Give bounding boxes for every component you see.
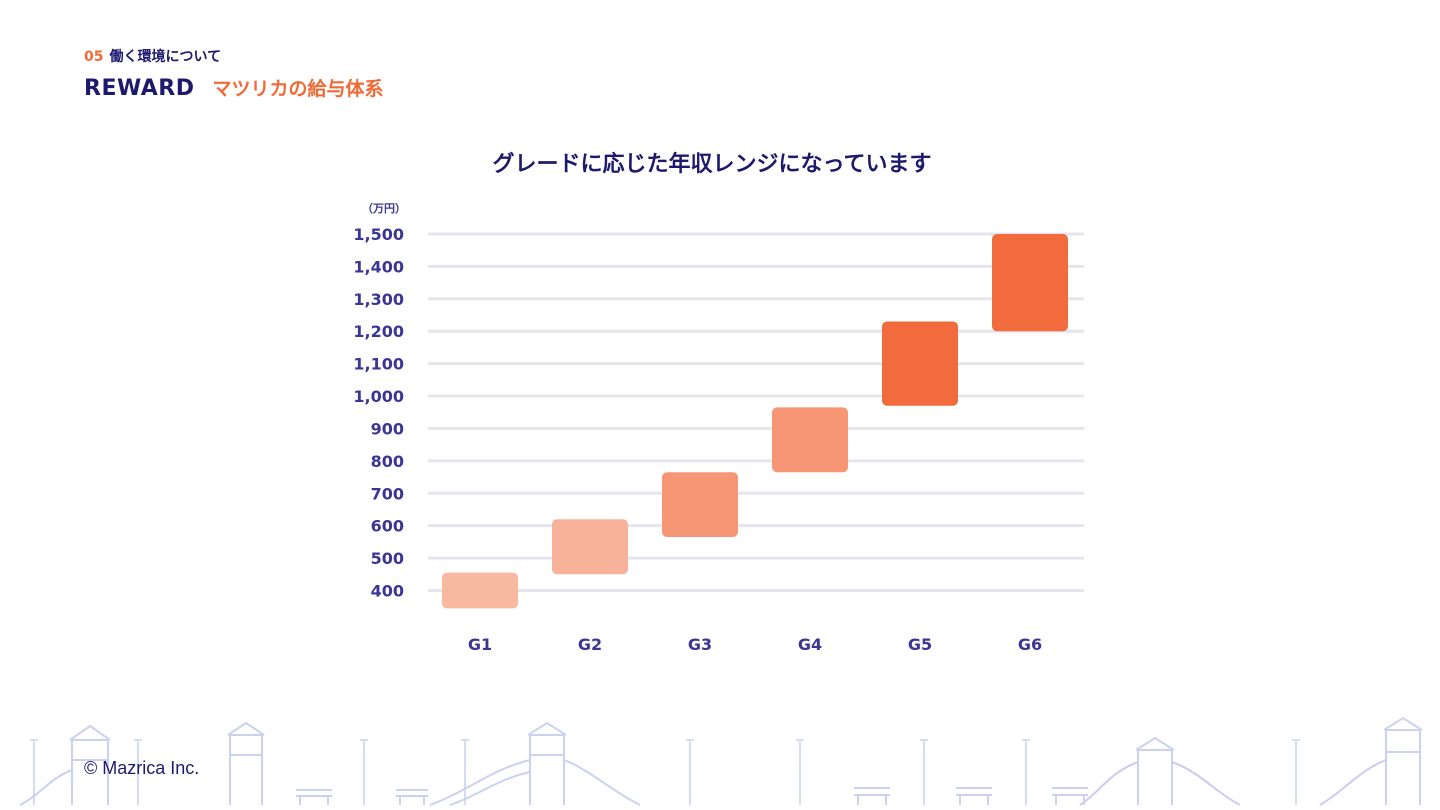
y-axis-unit-label: （万円） <box>362 202 406 215</box>
y-tick-label-400: 400 <box>371 582 404 601</box>
y-tick-label-700: 700 <box>371 484 404 503</box>
page-title-en: REWARD <box>84 76 195 101</box>
x-tick-label-g1: G1 <box>468 635 492 654</box>
x-tick-label-g5: G5 <box>908 635 932 654</box>
salary-range-chart: （万円） 400 500 600 700 800 900 1,000 1,100 1,200 1,3… <box>353 202 1084 654</box>
y-tick-label-900: 900 <box>371 419 404 438</box>
y-tick-label-1300: 1,300 <box>353 290 404 309</box>
y-tick-label-800: 800 <box>371 452 404 471</box>
range-bar-g5 <box>882 321 958 406</box>
range-bar-g3 <box>662 472 738 538</box>
y-tick-label-1000: 1,000 <box>353 387 404 406</box>
copyright-text: © Mazrica Inc. <box>84 758 200 778</box>
range-bar-g6 <box>992 234 1068 332</box>
y-tick-label-1200: 1,200 <box>353 322 404 341</box>
section-title: 働く環境について <box>109 49 222 65</box>
playground-illustration <box>0 700 1440 806</box>
chart-heading: グレードに応じた年収レンジになっています <box>492 152 932 177</box>
page-title: REWARD マツリカの給与体系 <box>84 74 384 101</box>
y-tick-label-1100: 1,100 <box>353 355 404 374</box>
x-tick-label-g3: G3 <box>688 635 712 654</box>
page-title-ja: マツリカの給与体系 <box>212 78 384 100</box>
x-tick-label-g6: G6 <box>1018 635 1042 654</box>
x-tick-label-g2: G2 <box>578 635 602 654</box>
y-tick-label-1500: 1,500 <box>353 225 404 244</box>
section-label: 05 働く環境について <box>84 46 221 66</box>
x-tick-label-g4: G4 <box>798 635 822 654</box>
y-tick-label-600: 600 <box>371 517 404 536</box>
range-bar-g2 <box>552 519 628 575</box>
range-bar-g1 <box>442 572 518 609</box>
section-number: 05 <box>84 49 104 65</box>
range-bar-g4 <box>772 407 848 473</box>
y-tick-label-500: 500 <box>371 549 404 568</box>
y-tick-label-1400: 1,400 <box>353 257 404 276</box>
